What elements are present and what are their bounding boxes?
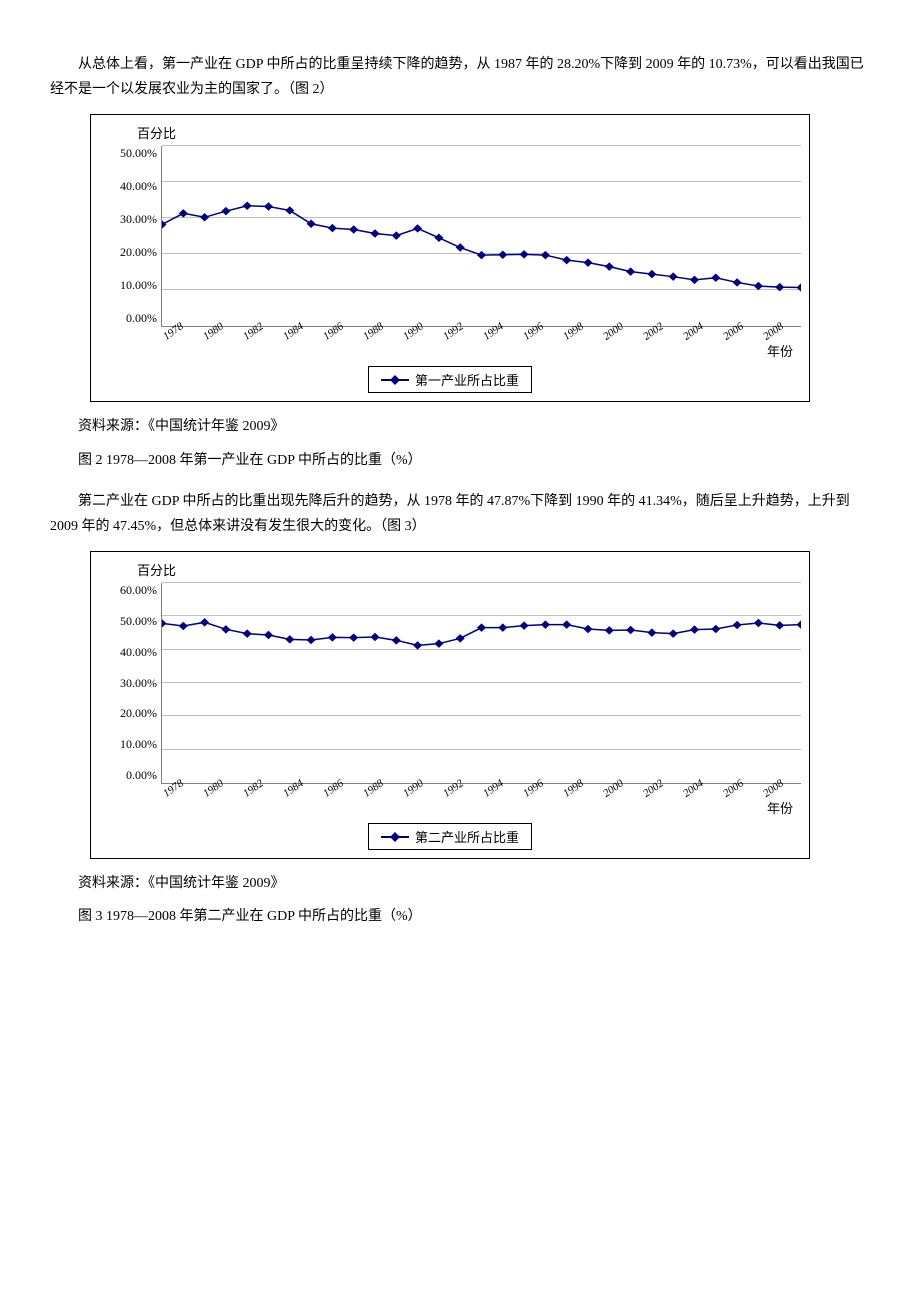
y-tick-label: 0.00% — [99, 768, 157, 783]
legend-marker-icon — [381, 379, 409, 381]
chart-figure-3: 百分比 60.00% 50.00% 40.00% 30.00% 20.00% 10.00%… — [90, 551, 810, 859]
paragraph-2: 第二产业在 GDP 中所占的比重出现先降后升的趋势，从 1978 年的 47.8… — [50, 489, 870, 539]
paragraph-1: 从总体上看，第一产业在 GDP 中所占的比重呈持续下降的趋势，从 1987 年的… — [50, 52, 870, 102]
chart1-y-label: 百分比 — [137, 123, 801, 142]
chart2-plot-area — [161, 583, 801, 784]
chart1-y-axis: 50.00% 40.00% 30.00% 20.00% 10.00% 0.00% — [99, 146, 161, 326]
source-1: 资料来源：《中国统计年鉴 2009》 — [50, 414, 870, 439]
y-tick-label: 0.00% — [99, 311, 157, 326]
chart1-legend: 第一产业所占比重 — [368, 366, 532, 393]
y-tick-label: 20.00% — [99, 706, 157, 721]
y-tick-label: 30.00% — [99, 676, 157, 691]
y-tick-label: 30.00% — [99, 212, 157, 227]
source-2: 资料来源：《中国统计年鉴 2009》 — [50, 871, 870, 896]
y-tick-label: 50.00% — [99, 146, 157, 161]
y-tick-label: 20.00% — [99, 245, 157, 260]
legend-marker-icon — [381, 836, 409, 838]
chart-figure-2: 百分比 50.00%40.00%30.00%20.00%10.00%0.00% … — [90, 114, 810, 402]
y-tick-label: 10.00% — [99, 737, 157, 752]
chart1-legend-text: 第一产业所占比重 — [415, 370, 519, 389]
y-tick-label: 40.00% — [99, 179, 157, 194]
y-tick-label: 60.00% — [99, 583, 157, 598]
chart2-legend: 第二产业所占比重 — [368, 823, 532, 850]
chart2-legend-text: 第二产业所占比重 — [415, 827, 519, 846]
figure-title-2: 图 3 1978—2008 年第二产业在 GDP 中所占的比重（%） — [50, 904, 870, 929]
chart2-y-axis: 60.00% 50.00% 40.00% 30.00% 20.00% 10.00% 0.00… — [99, 583, 161, 783]
chart2-y-label: 百分比 — [137, 560, 801, 579]
y-tick-label: 10.00% — [99, 278, 157, 293]
chart1-plot-area — [161, 146, 801, 327]
y-tick-label: 50.00% — [99, 614, 157, 629]
y-tick-label: 40.00% — [99, 645, 157, 660]
figure-title-1: 图 2 1978—2008 年第一产业在 GDP 中所占的比重（%） — [50, 448, 870, 473]
